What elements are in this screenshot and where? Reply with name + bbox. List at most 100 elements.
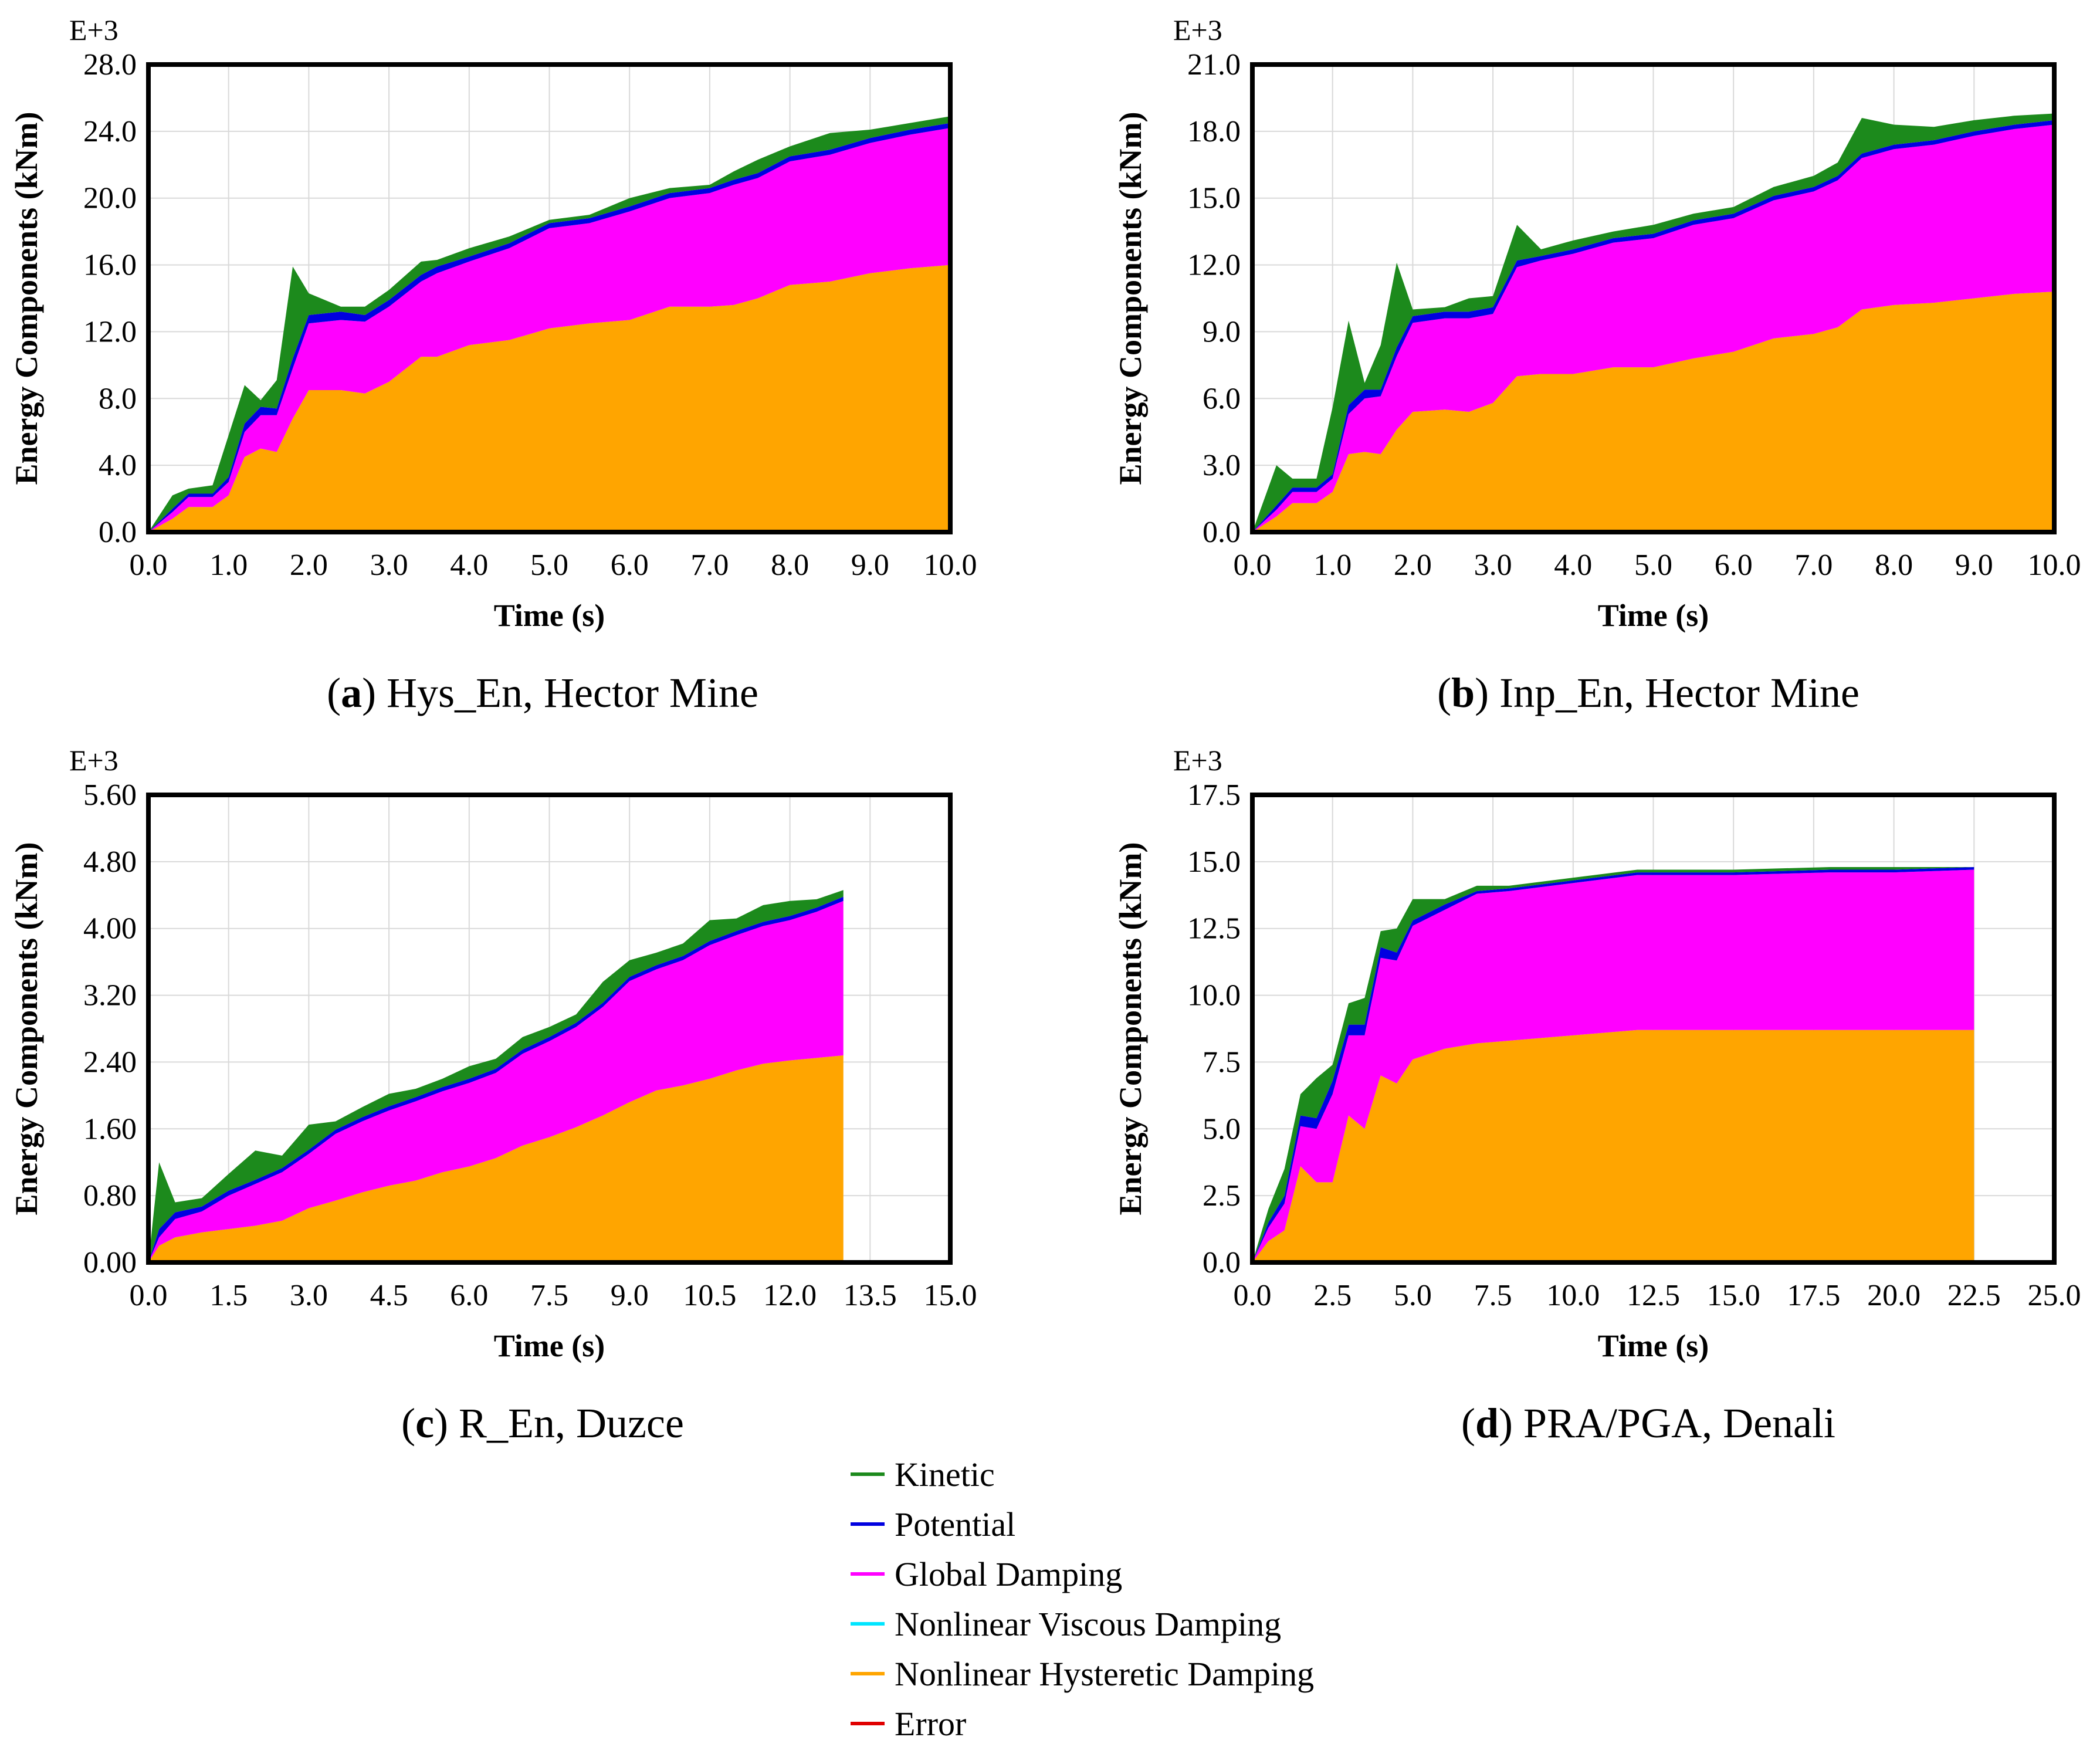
panel-caption: (d) PRA/PGA, Denali (1461, 1400, 1835, 1447)
y-tick-label: 9.0 (1203, 315, 1241, 348)
legend-item-kinetic: Kinetic (851, 1455, 995, 1494)
y-tick-label: 0.80 (83, 1179, 137, 1213)
panel-caption: (b) Inp_En, Hector Mine (1437, 669, 1859, 716)
x-tick-label: 5.0 (1634, 549, 1672, 582)
x-tick-label: 22.5 (1947, 1279, 2001, 1312)
y-tick-label: 5.0 (1203, 1112, 1241, 1146)
panel-caption: (a) Hys_En, Hector Mine (327, 669, 758, 716)
y-tick-label: 3.0 (1203, 449, 1241, 482)
global-damping-area-c (148, 900, 844, 1262)
chart-panel-b: 0.0 1.0 2.0 3.0 4.0 5.0 6.0 7.0 8.0 9.0 10.0 0.0 3.0… (1113, 13, 2081, 716)
y-tick-label: 2.5 (1203, 1179, 1241, 1213)
hysteretic-damping-area-a (148, 265, 950, 532)
y-tick-label: 24.0 (83, 115, 137, 148)
x-tick-label: 7.0 (1794, 549, 1833, 582)
global-damping-area-a (148, 128, 950, 532)
y-tick-label: 6.0 (1203, 382, 1241, 415)
x-tick-label: 3.0 (370, 549, 408, 582)
x-tick-label: 20.0 (1867, 1279, 1921, 1312)
y-exponent-label: E+3 (69, 13, 118, 46)
x-tick-label: 10.0 (924, 549, 977, 582)
legend-label: Nonlinear Hysteretic Damping (895, 1655, 1314, 1693)
x-tick-label: 0.0 (130, 1279, 168, 1312)
plot-frame (1250, 62, 2057, 534)
chart-panel-c: 0.0 1.5 3.0 4.5 6.0 7.5 9.0 10.5 12.0 13.5 15.0 0.0… (9, 744, 977, 1447)
caption-paren-close: ) (362, 669, 387, 716)
y-tick-label: 20.0 (83, 182, 137, 215)
x-tick-label: 15.0 (924, 1279, 977, 1312)
y-tick-label: 0.0 (1203, 1246, 1241, 1279)
y-tick-label: 10.0 (1187, 979, 1241, 1013)
y-axis-label: Energy Components (kNm) (9, 111, 44, 485)
x-tick-label: 0.0 (130, 549, 168, 582)
caption-paren-open: ( (1437, 669, 1451, 716)
caption-text: Inp_En, Hector Mine (1499, 669, 1859, 716)
y-tick-label: 15.0 (1187, 182, 1241, 215)
plot-frame (1250, 793, 2057, 1265)
y-tick-label: 12.0 (1187, 249, 1241, 282)
y-tick-label: 5.60 (83, 778, 137, 812)
plot-frame (146, 62, 953, 534)
x-tick-label: 12.5 (1627, 1279, 1680, 1312)
legend-label: Nonlinear Viscous Damping (895, 1605, 1281, 1643)
legend-label: Potential (895, 1505, 1015, 1543)
y-tick-label: 4.00 (83, 912, 137, 946)
caption-paren-open: ( (401, 1400, 415, 1447)
x-tick-label: 10.0 (2028, 549, 2081, 582)
caption-paren-close: ) (434, 1400, 459, 1447)
x-tick-label: 0.0 (1234, 1279, 1272, 1312)
x-tick-label: 9.0 (1955, 549, 1993, 582)
x-tick-label: 25.0 (2028, 1279, 2081, 1312)
x-axis-label: Time (s) (1598, 1328, 1709, 1363)
y-tick-label: 28.0 (83, 48, 137, 82)
x-tick-label: 15.0 (1707, 1279, 1760, 1312)
y-tick-label: 16.0 (83, 249, 137, 282)
legend-item-nonlinear-viscous-damping: Nonlinear Viscous Damping (851, 1605, 1281, 1643)
legend-label: Error (895, 1705, 966, 1743)
x-tick-label: 7.5 (530, 1279, 568, 1312)
y-tick-label: 12.5 (1187, 912, 1241, 946)
y-tick-label: 4.0 (99, 449, 137, 482)
x-tick-label: 1.0 (1313, 549, 1352, 582)
chart-panel-d: 0.0 2.5 5.0 7.5 10.0 12.5 15.0 17.5 20.0 22.5 25.0… (1113, 744, 2081, 1447)
legend: Kinetic Potential Global Damping Nonlinear … (851, 1455, 1314, 1743)
legend-item-potential: Potential (851, 1505, 1015, 1543)
caption-text: R_En, Duzce (459, 1400, 684, 1447)
x-tick-label: 8.0 (771, 549, 809, 582)
y-tick-label: 1.60 (83, 1112, 137, 1146)
x-tick-label: 10.5 (683, 1279, 736, 1312)
y-tick-label: 2.40 (83, 1045, 137, 1079)
caption-letter: c (415, 1400, 434, 1447)
caption-text: PRA/PGA, Denali (1523, 1400, 1835, 1447)
x-tick-label: 10.0 (1546, 1279, 1600, 1312)
legend-item-global-damping: Global Damping (851, 1555, 1122, 1593)
caption-letter: b (1451, 669, 1475, 716)
x-tick-label: 2.0 (290, 549, 328, 582)
y-exponent-label: E+3 (1173, 744, 1222, 777)
legend-label: Global Damping (895, 1555, 1122, 1593)
x-tick-label: 9.0 (611, 1279, 649, 1312)
y-tick-label: 4.80 (83, 845, 137, 879)
y-axis-label: Energy Components (kNm) (1113, 111, 1148, 485)
y-axis-label: Energy Components (kNm) (9, 842, 44, 1215)
legend-item-nonlinear-hysteretic-damping: Nonlinear Hysteretic Damping (851, 1655, 1314, 1693)
plot-frame (146, 793, 953, 1265)
legend-item-error: Error (851, 1705, 966, 1743)
y-tick-label: 18.0 (1187, 115, 1241, 148)
x-tick-label: 9.0 (851, 549, 889, 582)
x-tick-label: 8.0 (1875, 549, 1913, 582)
x-tick-label: 12.0 (763, 1279, 817, 1312)
y-tick-label: 0.0 (99, 516, 137, 549)
x-tick-label: 3.0 (290, 1279, 328, 1312)
x-axis-label: Time (s) (1598, 598, 1709, 633)
x-tick-label: 6.0 (611, 549, 649, 582)
x-tick-label: 1.0 (209, 549, 248, 582)
y-tick-label: 3.20 (83, 979, 137, 1013)
x-tick-label: 5.0 (1394, 1279, 1432, 1312)
caption-paren-close: ) (1475, 669, 1499, 716)
x-tick-label: 1.5 (209, 1279, 248, 1312)
global-damping-area-d (1252, 869, 1974, 1262)
legend-label: Kinetic (895, 1455, 995, 1494)
y-exponent-label: E+3 (69, 744, 118, 777)
